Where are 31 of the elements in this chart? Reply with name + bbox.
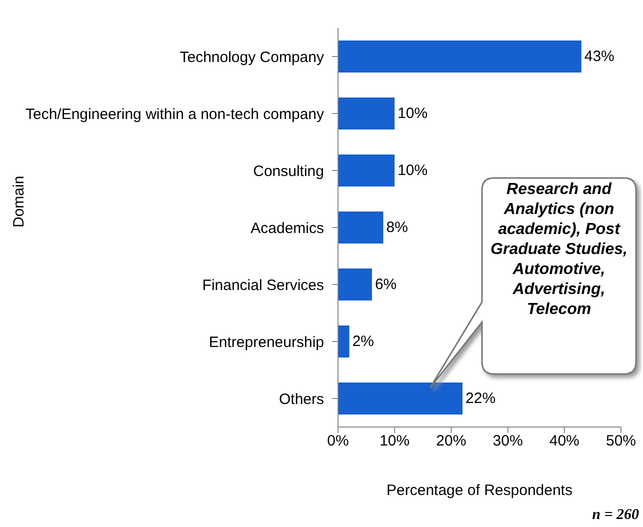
y-tick-label: Entrepreneurship bbox=[208, 334, 324, 351]
data-label: 10% bbox=[398, 105, 428, 122]
data-label: 22% bbox=[466, 390, 496, 408]
text: n = 260 bbox=[592, 507, 639, 524]
x-tick-label: 20% bbox=[436, 432, 466, 450]
x-tick-label: 30% bbox=[492, 432, 523, 450]
x-tick-label: 50% bbox=[606, 432, 636, 450]
bar bbox=[338, 154, 395, 187]
y-tick-label: Tech/Engineering within a non-tech company bbox=[25, 106, 324, 123]
y-tick-label: Financial Services bbox=[202, 276, 324, 294]
data-label: 6% bbox=[374, 276, 397, 294]
x-tick-label: 40% bbox=[549, 432, 580, 450]
y-tick-label: Technology Company bbox=[180, 48, 324, 66]
y-tick-label: Academics bbox=[250, 220, 324, 237]
x-tick-label: 0% bbox=[327, 432, 349, 450]
data-label: 10% bbox=[398, 162, 428, 180]
annotation: Research and Analytics (non academic), Post Graduate Studies, Automotive, Advertising, Telecom bbox=[490, 180, 628, 320]
y-axis-title: Domain bbox=[10, 176, 28, 228]
bar bbox=[338, 98, 395, 130]
y-tick-label: Consulting bbox=[253, 162, 324, 180]
bar bbox=[338, 326, 350, 358]
y-tick-label: Others bbox=[278, 390, 324, 408]
x-tick-label: 10% bbox=[380, 432, 410, 450]
bar bbox=[338, 212, 384, 244]
data-label: 43% bbox=[584, 48, 614, 66]
data-label: 2% bbox=[352, 333, 374, 350]
x-axis-title: Percentage of Respondents bbox=[386, 482, 572, 499]
bar bbox=[338, 268, 372, 301]
bar bbox=[338, 40, 582, 73]
data-label: 8% bbox=[386, 219, 408, 236]
bar bbox=[338, 382, 463, 415]
